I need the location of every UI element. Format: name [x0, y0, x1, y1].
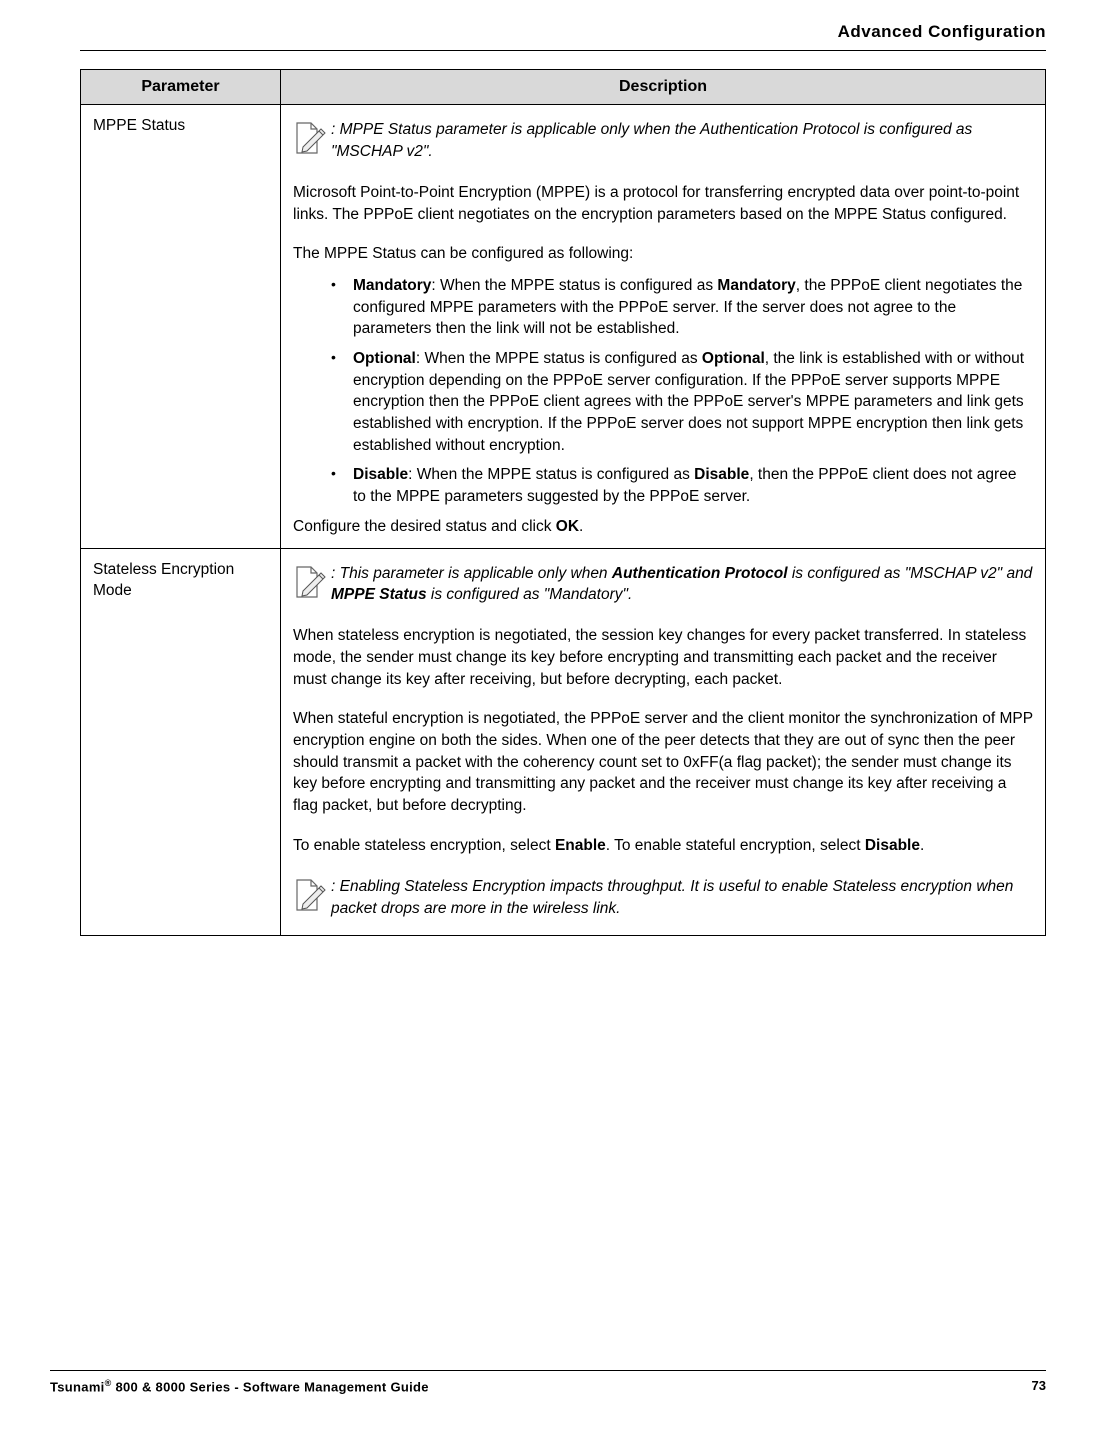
bullet-list: Mandatory: When the MPPE status is confi…	[293, 275, 1033, 508]
bullet-text: : When the MPPE status is configured as	[408, 466, 694, 483]
bullet-label: Optional	[353, 350, 416, 367]
inline-bold: Mandatory	[717, 277, 795, 294]
paragraph: When stateless encryption is negotiated,…	[293, 625, 1033, 690]
header-rule	[80, 50, 1046, 51]
text: .	[579, 518, 583, 535]
list-item: Mandatory: When the MPPE status is confi…	[331, 275, 1033, 340]
desc-cell-stateless: : This parameter is applicable only when…	[281, 548, 1046, 936]
note-block: : Enabling Stateless Encryption impacts …	[293, 874, 1033, 921]
inline-bold: Optional	[702, 350, 765, 367]
list-item: Optional: When the MPPE status is config…	[331, 348, 1033, 456]
page-footer: Tsunami® 800 & 8000 Series - Software Ma…	[50, 1370, 1046, 1397]
bullet-text: : When the MPPE status is configured as	[416, 350, 702, 367]
note-icon	[293, 119, 327, 164]
paragraph: When stateful encryption is negotiated, …	[293, 708, 1033, 816]
note-icon	[293, 876, 327, 921]
registered-mark: ®	[105, 1378, 112, 1388]
inline-bold: Disable	[694, 466, 749, 483]
note-block: : MPPE Status parameter is applicable on…	[293, 117, 1033, 164]
inline-bold-italic: MPPE Status	[331, 586, 427, 603]
note-text: : Enabling Stateless Encryption impacts …	[331, 874, 1033, 919]
page-header-section: Advanced Configuration	[80, 20, 1046, 50]
footer-product: Tsunami	[50, 1380, 105, 1395]
parameter-table: Parameter Description MPPE Status : MPPE…	[80, 69, 1046, 936]
text: is configured as "Mandatory".	[427, 586, 633, 603]
inline-bold: Disable	[865, 837, 920, 854]
footer-title: Tsunami® 800 & 8000 Series - Software Ma…	[50, 1377, 429, 1397]
col-header-description: Description	[281, 69, 1046, 104]
paragraph: Configure the desired status and click O…	[293, 516, 1033, 538]
bullet-text: : When the MPPE status is configured as	[431, 277, 717, 294]
param-cell-mppe: MPPE Status	[81, 105, 281, 548]
note-text: : This parameter is applicable only when…	[331, 561, 1033, 606]
table-header-row: Parameter Description	[81, 69, 1046, 104]
paragraph: To enable stateless encryption, select E…	[293, 835, 1033, 857]
list-item: Disable: When the MPPE status is configu…	[331, 464, 1033, 507]
note-icon	[293, 563, 327, 608]
desc-cell-mppe: : MPPE Status parameter is applicable on…	[281, 105, 1046, 548]
note-text: : MPPE Status parameter is applicable on…	[331, 117, 1033, 162]
section-title: Advanced Configuration	[838, 22, 1046, 41]
footer-subtitle: 800 & 8000 Series - Software Management …	[112, 1380, 429, 1395]
inline-bold: OK	[556, 518, 579, 535]
text: : This parameter is applicable only when	[331, 565, 612, 582]
inline-bold-italic: Authentication Protocol	[612, 565, 788, 582]
inline-bold: Enable	[555, 837, 606, 854]
text: Configure the desired status and click	[293, 518, 556, 535]
footer-row: Tsunami® 800 & 8000 Series - Software Ma…	[50, 1377, 1046, 1397]
bullet-label: Disable	[353, 466, 408, 483]
table-row: Stateless Encryption Mode : This paramet…	[81, 548, 1046, 936]
footer-rule	[50, 1370, 1046, 1371]
bullet-label: Mandatory	[353, 277, 431, 294]
table-row: MPPE Status : MPPE Status parameter is a…	[81, 105, 1046, 548]
note-block: : This parameter is applicable only when…	[293, 561, 1033, 608]
text: . To enable stateful encryption, select	[606, 837, 865, 854]
col-header-parameter: Parameter	[81, 69, 281, 104]
text: To enable stateless encryption, select	[293, 837, 555, 854]
paragraph: The MPPE Status can be configured as fol…	[293, 243, 1033, 265]
text: is configured as "MSCHAP v2" and	[788, 565, 1033, 582]
paragraph: Microsoft Point-to-Point Encryption (MPP…	[293, 182, 1033, 225]
page-number: 73	[1032, 1377, 1046, 1397]
text: .	[920, 837, 924, 854]
param-cell-stateless: Stateless Encryption Mode	[81, 548, 281, 936]
